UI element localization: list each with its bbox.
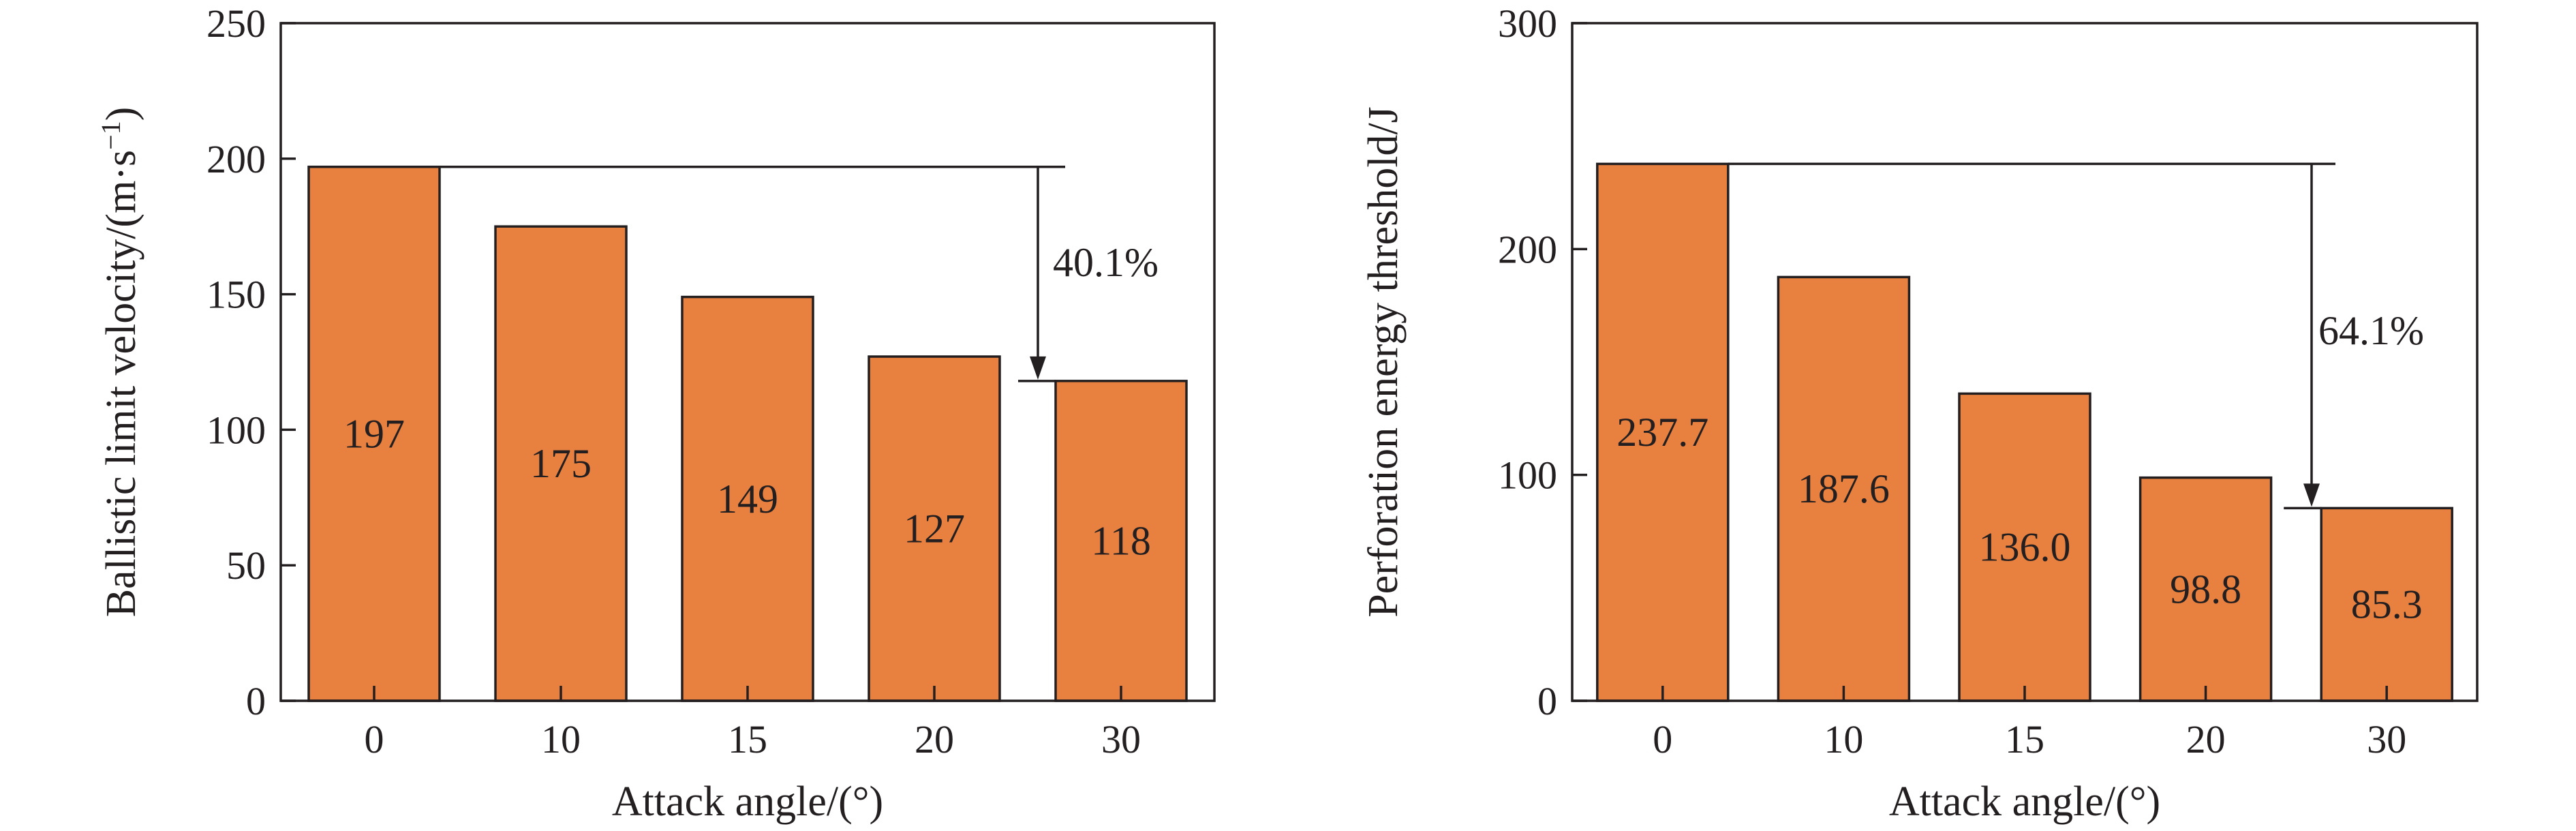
x-tick-label: 20 [2186,717,2226,761]
y-tick-label: 100 [1498,453,1557,498]
y-axis-title: Ballistic limit velocity/(m·s−1) [95,107,145,618]
bar-15 [681,295,814,702]
x-tick-label: 20 [915,717,954,761]
chart-panel-2: 237.7 187.6 136.0 98.8 85.3 0 100 200 300 0 10 15 20… [1360,1,2479,825]
bar-15 [1958,392,2091,702]
x-tick-label: 15 [728,717,767,761]
bar-10 [1777,275,1911,702]
y-axis-title: Perforation energy threshold/J [1360,106,1407,618]
bar-0 [307,165,441,702]
x-tick-label: 10 [541,717,581,761]
bar-20 [2138,476,2273,702]
bar-30 [1054,380,1188,702]
bar-value-label: 98.8 [2170,566,2241,611]
y-tick-label: 100 [206,408,266,452]
x-tick-label: 0 [1653,717,1672,761]
annotation-arrow-head [2303,483,2320,507]
bar-10 [494,225,628,702]
x-tick-label: 15 [2005,717,2044,761]
bar-0 [1596,162,1730,702]
y-tick-label: 0 [246,679,266,723]
chart-panel-1: 197 175 149 127 118 0 50 100 150 200 250 0 10 15 20 30 A… [95,1,1216,825]
y-tick-label: 200 [206,137,266,181]
annotation-percentage: 64.1% [2318,308,2424,353]
bar-value-label: 127 [904,507,965,552]
y-tick-label: 150 [206,273,266,317]
x-tick-label: 30 [2367,717,2406,761]
x-axis-title: Attack angle/(°) [1889,779,2160,825]
x-tick-label: 10 [1824,717,1863,761]
bar-value-label: 85.3 [2351,582,2423,627]
x-tick-label: 30 [1101,717,1141,761]
y-tick-label: 300 [1498,1,1557,46]
x-tick-label: 0 [365,717,384,761]
bar-value-label: 197 [343,411,405,456]
bar-value-label: 118 [1091,518,1151,563]
bar-30 [2320,507,2453,702]
y-tick-label: 250 [206,1,266,46]
annotation-percentage: 40.1% [1053,240,1159,285]
annotation-arrow-head [1030,356,1046,380]
bar-value-label: 136.0 [1979,525,2071,570]
bar-value-label: 149 [717,477,778,522]
y-tick-label: 200 [1498,227,1557,271]
bar-value-label: 175 [530,441,592,486]
bar-value-label: 187.6 [1798,466,1890,511]
x-axis-title: Attack angle/(°) [612,779,883,825]
y-tick-label: 0 [1537,679,1557,723]
bar-value-label: 237.7 [1616,410,1708,455]
y-tick-label: 50 [226,543,266,588]
bar-20 [868,355,1001,702]
